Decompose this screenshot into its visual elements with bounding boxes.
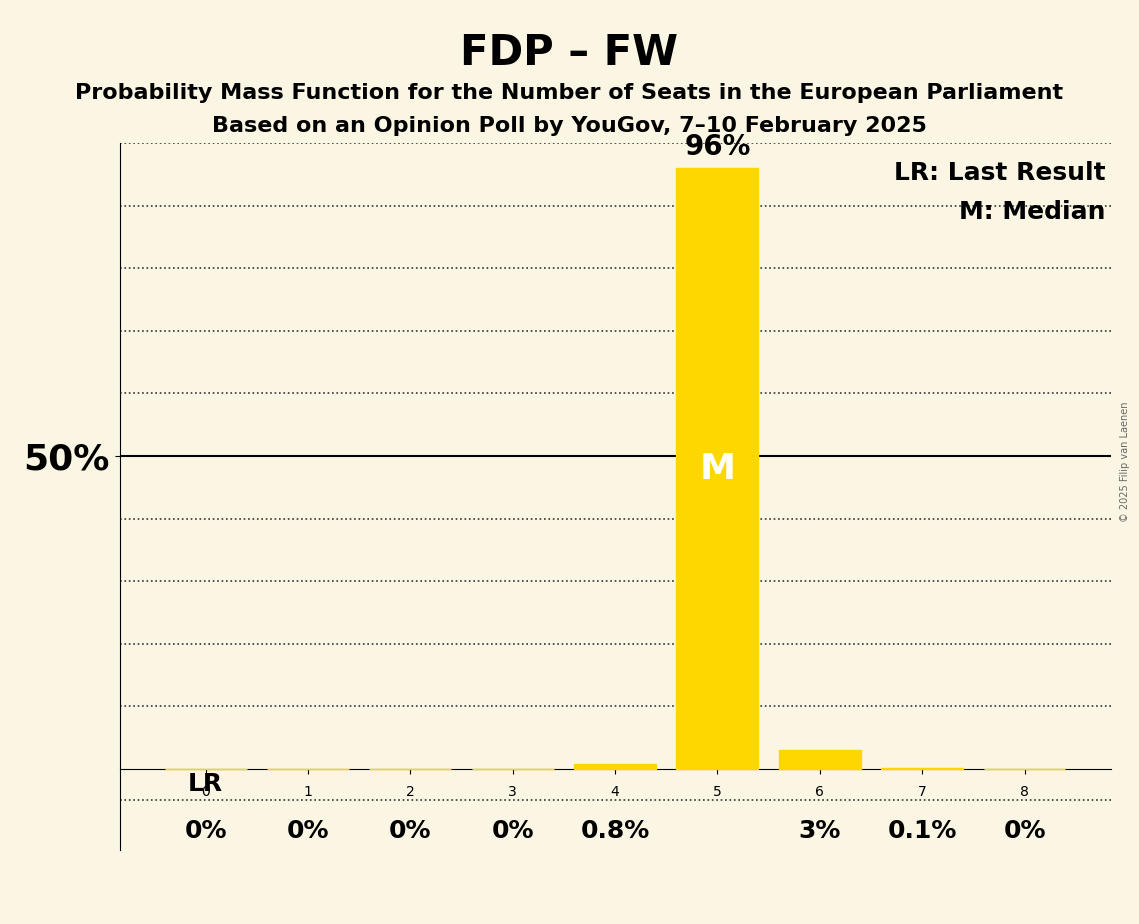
Text: © 2025 Filip van Laenen: © 2025 Filip van Laenen [1121,402,1130,522]
Text: 0.1%: 0.1% [887,820,957,844]
Text: 3%: 3% [798,820,841,844]
Text: 0.8%: 0.8% [581,820,649,844]
Text: M: Median: M: Median [959,200,1106,224]
Text: FDP – FW: FDP – FW [460,32,679,74]
Text: Probability Mass Function for the Number of Seats in the European Parliament: Probability Mass Function for the Number… [75,83,1064,103]
Text: Based on an Opinion Poll by YouGov, 7–10 February 2025: Based on an Opinion Poll by YouGov, 7–10… [212,116,927,136]
Text: LR: LR [188,772,223,796]
Bar [779,750,861,769]
Text: 0%: 0% [390,820,432,844]
Text: 0%: 0% [287,820,329,844]
Text: M: M [699,452,736,485]
Text: LR: Last Result: LR: Last Result [894,161,1106,185]
Text: 0%: 0% [491,820,534,844]
Text: 96%: 96% [685,133,751,161]
Bar [574,764,656,769]
Text: 0%: 0% [185,820,227,844]
Text: 0%: 0% [1003,820,1046,844]
Bar [677,168,759,769]
